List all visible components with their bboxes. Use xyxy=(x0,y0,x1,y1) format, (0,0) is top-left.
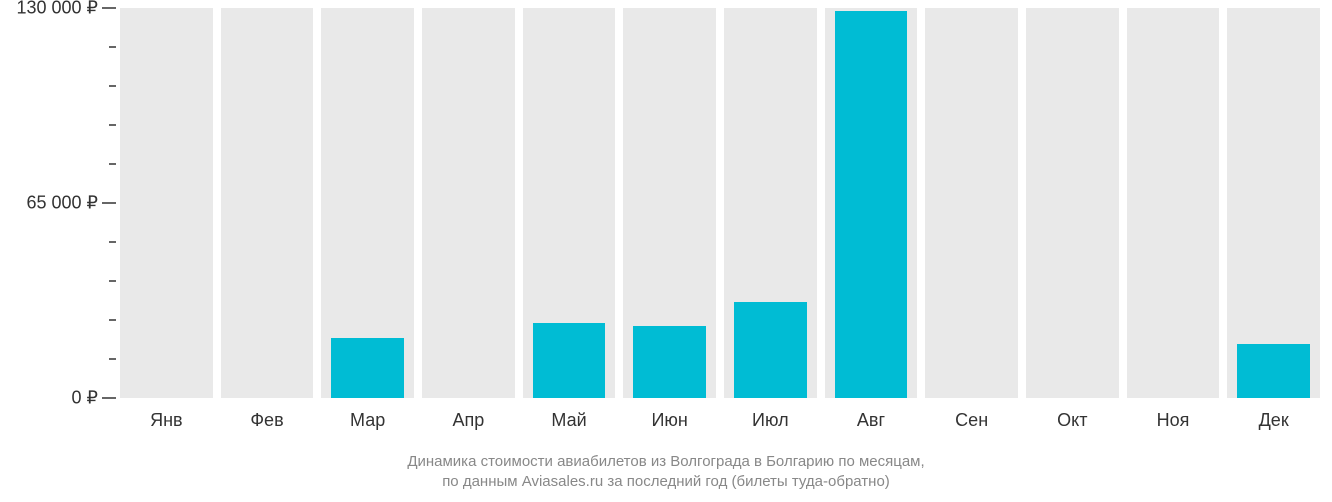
x-axis-labels: Янв Фев Мар Апр Май Июн Июл Авг Сен Окт Ноя Дек xyxy=(120,410,1320,440)
caption-line-1: Динамика стоимости авиабилетов из Волгог… xyxy=(407,453,924,470)
y-tick-minor xyxy=(109,85,116,87)
month-column xyxy=(1026,8,1119,398)
y-tick-minor xyxy=(109,241,116,243)
y-axis-label: 130 000 ₽ xyxy=(16,0,98,19)
x-axis-label: Апр xyxy=(452,410,484,431)
month-column xyxy=(925,8,1018,398)
y-axis-label: 0 ₽ xyxy=(72,388,98,409)
x-axis-label: Авг xyxy=(857,410,885,431)
month-column xyxy=(825,8,918,398)
month-column xyxy=(321,8,414,398)
y-tick-minor xyxy=(109,280,116,282)
month-column xyxy=(523,8,616,398)
price-bar xyxy=(331,338,404,398)
x-axis-label: Дек xyxy=(1259,410,1289,431)
y-axis-label: 65 000 ₽ xyxy=(26,193,98,214)
month-column xyxy=(221,8,314,398)
plot-area xyxy=(120,8,1320,398)
x-axis-label: Окт xyxy=(1057,410,1087,431)
y-tick-minor xyxy=(109,46,116,48)
y-tick-minor xyxy=(109,124,116,126)
y-tick-minor xyxy=(109,358,116,360)
y-tick-major xyxy=(102,202,116,204)
chart-caption: Динамика стоимости авиабилетов из Волгог… xyxy=(0,452,1332,493)
x-axis-label: Мар xyxy=(350,410,385,431)
month-column-bg xyxy=(1127,8,1220,398)
month-column-bg xyxy=(925,8,1018,398)
x-axis-label: Май xyxy=(551,410,586,431)
month-column xyxy=(724,8,817,398)
month-column-bg xyxy=(1227,8,1320,398)
month-column xyxy=(1227,8,1320,398)
x-axis-label: Янв xyxy=(150,410,183,431)
x-axis-label: Сен xyxy=(955,410,988,431)
y-tick-major xyxy=(102,397,116,399)
month-column xyxy=(623,8,716,398)
price-bar xyxy=(633,326,706,398)
month-column-bg xyxy=(1026,8,1119,398)
month-column-bg xyxy=(120,8,213,398)
price-bar xyxy=(1237,344,1310,398)
y-tick-major xyxy=(102,7,116,9)
month-column xyxy=(120,8,213,398)
y-tick-minor xyxy=(109,163,116,165)
month-column-bg xyxy=(221,8,314,398)
x-axis-label: Июн xyxy=(651,410,687,431)
caption-line-2: по данным Aviasales.ru за последний год … xyxy=(442,473,890,490)
price-bar xyxy=(734,302,807,398)
price-bar xyxy=(835,11,908,398)
x-axis-label: Июл xyxy=(752,410,789,431)
month-column-bg xyxy=(422,8,515,398)
y-tick-minor xyxy=(109,319,116,321)
price-bar xyxy=(533,323,606,398)
price-chart: 130 000 ₽65 000 ₽0 ₽ ЯнвФевМарАпрМайИюнИ… xyxy=(0,0,1332,502)
month-column xyxy=(422,8,515,398)
x-axis-label: Ноя xyxy=(1157,410,1190,431)
month-column xyxy=(1127,8,1220,398)
y-axis: 130 000 ₽65 000 ₽0 ₽ xyxy=(0,8,120,398)
x-axis-label: Фев xyxy=(250,410,283,431)
